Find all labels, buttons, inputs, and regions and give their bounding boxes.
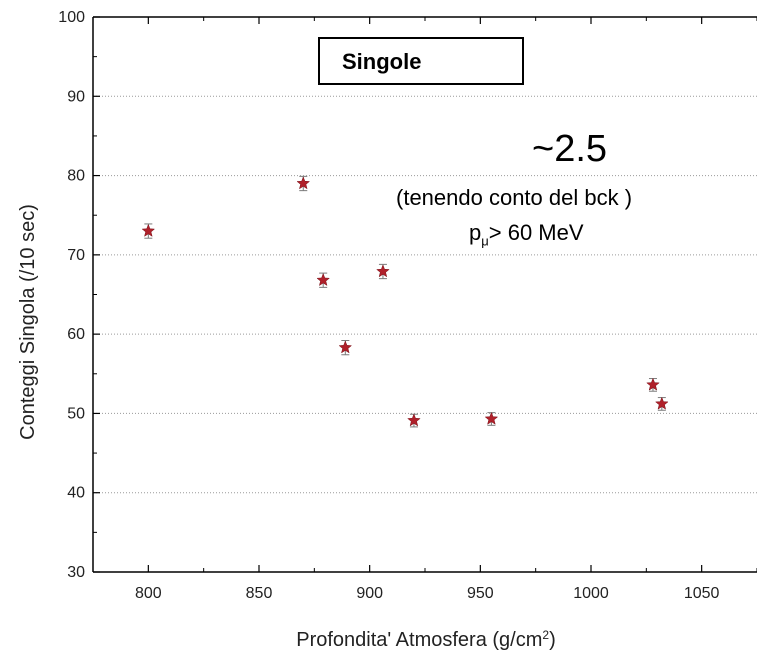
y-tick-label: 80 bbox=[67, 168, 85, 185]
x-axis-label: Profondita' Atmosfera (g/cm2) bbox=[296, 628, 556, 651]
y-tick-label: 30 bbox=[67, 564, 85, 581]
momentum-text: > 60 MeV bbox=[488, 220, 584, 245]
x-tick-label: 950 bbox=[467, 585, 494, 602]
data-point-star bbox=[484, 411, 499, 425]
x-tick-label: 850 bbox=[246, 585, 273, 602]
data-point-star bbox=[646, 377, 660, 391]
y-tick-label: 90 bbox=[67, 88, 85, 105]
y-axis-label: Conteggi Singola (/10 sec) bbox=[17, 204, 39, 440]
momentum-subscript: μ bbox=[481, 233, 489, 249]
x-tick-label: 900 bbox=[356, 585, 383, 602]
data-point-star bbox=[316, 273, 331, 287]
x-axis-label-end: ) bbox=[549, 629, 556, 651]
x-axis-label-sup: 2 bbox=[542, 628, 549, 642]
data-point-star bbox=[141, 223, 156, 237]
x-axis-label-main: Profondita' Atmosfera (g/cm bbox=[296, 629, 542, 651]
data-point-star bbox=[376, 264, 390, 278]
data-point-star bbox=[654, 396, 669, 410]
data-point-star bbox=[296, 176, 311, 190]
annotation-note: (tenendo conto del bck ) bbox=[396, 185, 633, 210]
grid-lines bbox=[93, 95, 757, 494]
plot-frame bbox=[92, 16, 757, 573]
annotation-approx: ~2.5 bbox=[532, 128, 608, 170]
legend-box: Singole bbox=[318, 37, 524, 85]
data-points bbox=[141, 175, 669, 428]
x-tick-label: 1050 bbox=[684, 585, 720, 602]
legend-label: Singole bbox=[342, 49, 422, 74]
axis-ticks: 30 40 50 60 70 80 90 100 800 850 900 950 1000 1050 bbox=[58, 9, 757, 602]
y-tick-label: 60 bbox=[67, 326, 85, 343]
x-tick-label: 800 bbox=[135, 585, 162, 602]
data-point-star bbox=[338, 340, 353, 354]
y-tick-label: 100 bbox=[58, 9, 85, 26]
data-point-star bbox=[407, 413, 421, 427]
y-tick-label: 40 bbox=[67, 485, 85, 502]
momentum-symbol: p bbox=[469, 220, 482, 245]
annotation-momentum: pμ> 60 MeV bbox=[469, 220, 584, 248]
y-tick-label: 70 bbox=[67, 247, 85, 264]
y-tick-label: 50 bbox=[67, 405, 85, 422]
x-tick-label: 1000 bbox=[573, 585, 609, 602]
